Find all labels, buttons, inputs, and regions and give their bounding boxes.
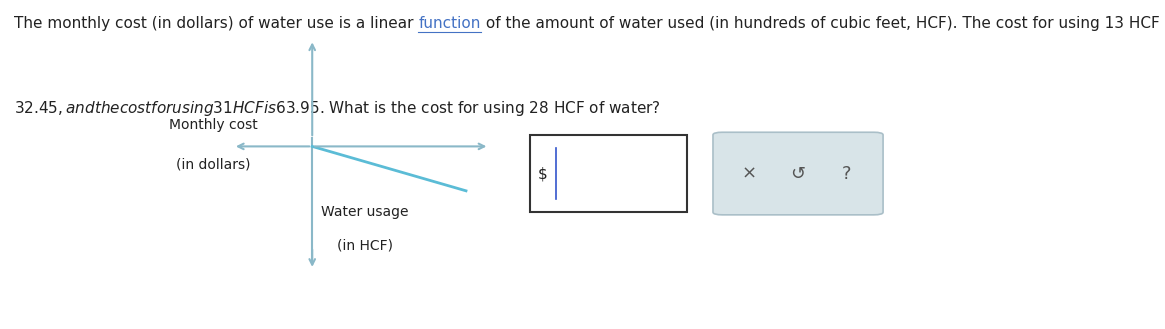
Text: The monthly cost (in dollars) of water use is a linear: The monthly cost (in dollars) of water u… [14,16,418,32]
Text: (in dollars): (in dollars) [176,158,250,171]
Text: ×: × [742,164,757,183]
Text: $: $ [538,166,548,181]
Text: ↺: ↺ [791,164,805,183]
Text: (in HCF): (in HCF) [337,238,393,252]
FancyBboxPatch shape [530,135,687,212]
FancyBboxPatch shape [713,132,883,215]
Text: $32.45, and the cost for using 31 HCF is $63.95. What is the cost for using 28 H: $32.45, and the cost for using 31 HCF is… [14,99,661,118]
Text: of the amount of water used (in hundreds of cubic feet, HCF). The cost for using: of the amount of water used (in hundreds… [481,16,1165,32]
Text: Water usage: Water usage [320,205,409,219]
Text: function: function [418,16,481,32]
Text: ?: ? [842,164,852,183]
Text: Monthly cost: Monthly cost [169,118,257,132]
